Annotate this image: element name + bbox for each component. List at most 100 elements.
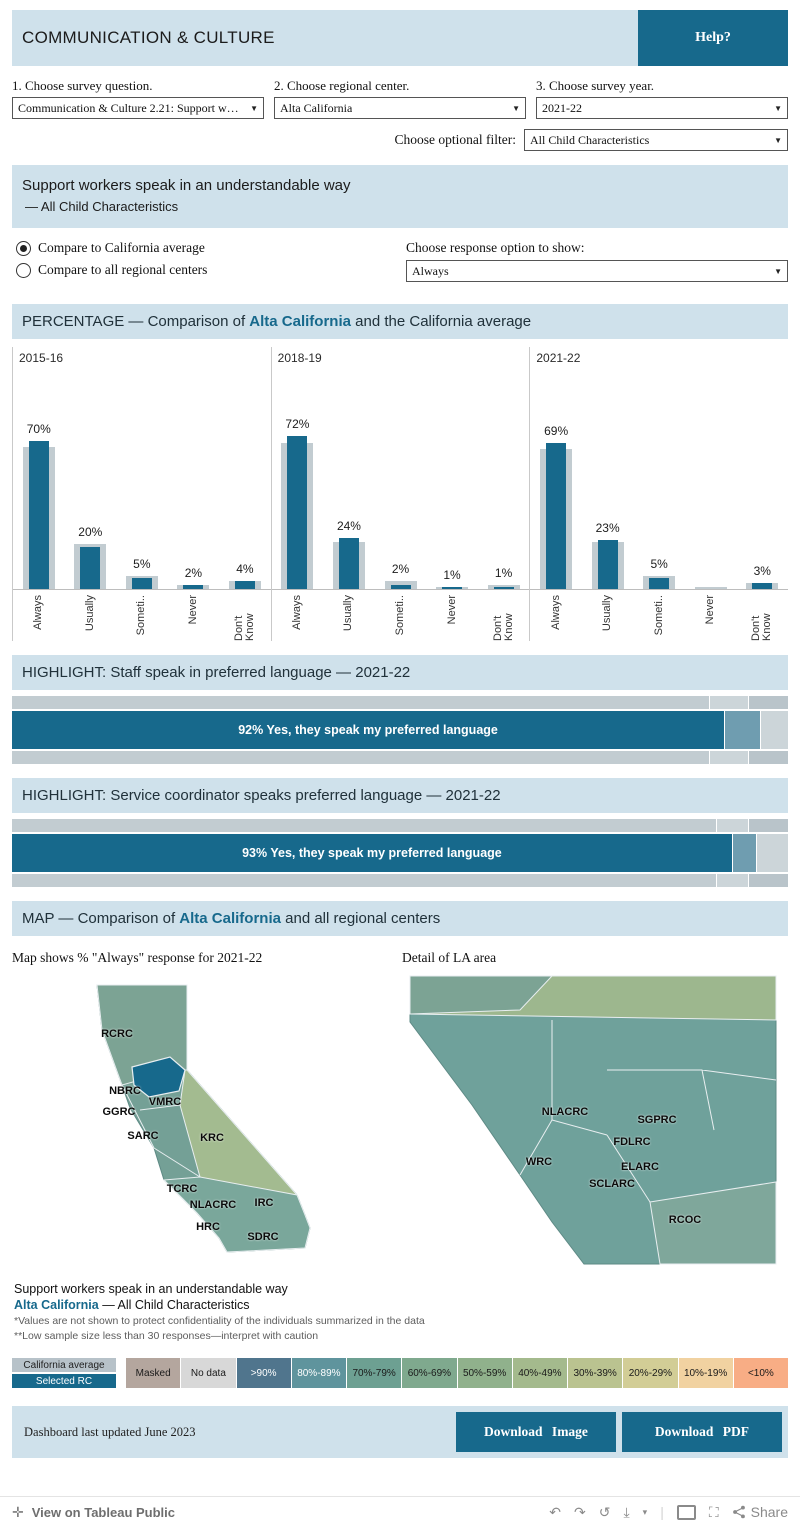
- selected-rc-bar[interactable]: [80, 546, 101, 589]
- map-label-nbrc[interactable]: NBRC: [109, 1085, 141, 1097]
- bar-group[interactable]: 24%: [323, 373, 375, 589]
- bar-group[interactable]: 2%: [168, 373, 220, 589]
- map-label-nlacrc[interactable]: NLACRC: [541, 1106, 589, 1118]
- response-option-select[interactable]: Always ▼: [406, 260, 788, 282]
- map-label-krc[interactable]: KRC: [200, 1132, 224, 1144]
- selected-rc-bar[interactable]: [28, 440, 49, 589]
- bar-value-label: 5%: [133, 557, 151, 572]
- bar-group[interactable]: 5%: [116, 373, 168, 589]
- fullscreen-icon[interactable]: ⛶: [708, 1503, 719, 1520]
- chart-year-group: 2015-16 70% 20% 5% 2% 4% Always Usually Someti..…: [12, 347, 271, 641]
- map-label-sdrc[interactable]: SDRC: [247, 1231, 279, 1243]
- map-label-vmrc[interactable]: VMRC: [148, 1096, 182, 1108]
- replay-icon[interactable]: ↺: [598, 1503, 611, 1520]
- ca-average-bar[interactable]: [487, 584, 520, 589]
- bar-segment[interactable]: [12, 696, 709, 709]
- selected-rc-bar[interactable]: [287, 436, 308, 589]
- download-icon[interactable]: ⤓: [623, 1503, 630, 1520]
- radio-compare-all-regional-centers[interactable]: Compare to all regional centers: [16, 262, 406, 278]
- radio-compare-california-average[interactable]: Compare to California average: [16, 240, 406, 256]
- bar-segment[interactable]: [717, 819, 749, 832]
- footnote-rc-name: Alta California: [14, 1298, 99, 1312]
- bar-segment[interactable]: [12, 874, 717, 887]
- download-image-button[interactable]: Download Image: [456, 1412, 616, 1452]
- map-label-sclarc[interactable]: SCLARC: [589, 1178, 635, 1190]
- share-button[interactable]: Share: [732, 1504, 788, 1520]
- bar-segment[interactable]: [760, 711, 788, 749]
- selected-rc-bar[interactable]: [183, 584, 204, 589]
- map-label-rcrc[interactable]: RCRC: [101, 1028, 133, 1040]
- bar-segment[interactable]: [725, 711, 760, 749]
- regional-center-select[interactable]: Alta California ▼: [274, 97, 526, 119]
- bar-segment[interactable]: [12, 751, 709, 764]
- map-label-irc[interactable]: IRC: [254, 1197, 274, 1209]
- map-section-title: MAP — Comparison of Alta California and …: [12, 901, 788, 936]
- selected-rc-bar[interactable]: [131, 578, 152, 589]
- help-button[interactable]: Help?: [638, 10, 788, 66]
- bar-segment[interactable]: [749, 819, 788, 832]
- map-label-sgprc[interactable]: SGPRC: [637, 1114, 677, 1126]
- selected-rc-bar[interactable]: [752, 582, 773, 589]
- bar-group[interactable]: 69%: [530, 373, 582, 589]
- map-label-fdlrc[interactable]: FDLRC: [613, 1136, 651, 1148]
- tableau-footer: ✛ View on Tableau Public ↶ ↷ ↺ ⤓ ▾ | ⛶ S…: [0, 1496, 800, 1527]
- bar-group[interactable]: 1%: [478, 373, 530, 589]
- bar-group[interactable]: 70%: [13, 373, 65, 589]
- ca-average-bar[interactable]: [694, 586, 727, 589]
- footnote-question: Support workers speak in an understandab…: [14, 1282, 288, 1296]
- bar-group[interactable]: 1%: [426, 373, 478, 589]
- bar-segment[interactable]: [709, 751, 749, 764]
- bar-group[interactable]: 3%: [736, 373, 788, 589]
- bar-segment[interactable]: [732, 834, 757, 872]
- survey-question-select[interactable]: Communication & Culture 2.21: Support wo…: [12, 97, 264, 119]
- map-label-nlacrc[interactable]: NLACRC: [189, 1199, 237, 1211]
- bar-group[interactable]: 4%: [219, 373, 271, 589]
- bar-value-label: 23%: [595, 521, 620, 536]
- category-axis-label: Someti..: [135, 595, 148, 636]
- selected-rc-bar[interactable]: [442, 586, 463, 589]
- bar-group[interactable]: [685, 373, 737, 589]
- legend-swatch-30-39-: 30%-39%: [568, 1358, 623, 1388]
- bar-segment[interactable]: [709, 696, 749, 709]
- bar-segment[interactable]: 92% Yes, they speak my preferred languag…: [12, 711, 725, 749]
- view-on-tableau-link[interactable]: View on Tableau Public: [31, 1504, 176, 1520]
- selected-rc-bar[interactable]: [546, 442, 567, 589]
- optional-filter-select[interactable]: All Child Characteristics ▼: [524, 129, 788, 151]
- bar-group[interactable]: 72%: [272, 373, 324, 589]
- map-label-hrc[interactable]: HRC: [196, 1221, 220, 1233]
- selected-rc-bar[interactable]: [390, 584, 411, 589]
- selected-rc-bar[interactable]: [493, 586, 514, 589]
- bar-segment[interactable]: [12, 819, 717, 832]
- bar-segment[interactable]: [749, 696, 789, 709]
- la-detail-map[interactable]: NLACRC SGPRC FDLRC WRC ELARC SCLARC RCOC: [402, 970, 786, 1270]
- selected-rc-bar[interactable]: [338, 538, 359, 589]
- bar-group[interactable]: 2%: [375, 373, 427, 589]
- caret-down-icon[interactable]: ▾: [642, 1506, 648, 1517]
- map-label-wrc[interactable]: WRC: [525, 1156, 553, 1168]
- map-label-tcrc[interactable]: TCRC: [166, 1183, 198, 1195]
- map-label-ggrc[interactable]: GGRC: [102, 1106, 136, 1118]
- california-map[interactable]: RCRC NBRC VMRC GGRC SARC KRC TCRC NLACRC IRC HRC S…: [12, 970, 384, 1270]
- bar-segment[interactable]: [749, 751, 789, 764]
- map-label-elarc[interactable]: ELARC: [621, 1161, 659, 1173]
- bar-group[interactable]: 23%: [582, 373, 634, 589]
- chart-year-label: 2021-22: [536, 351, 581, 365]
- undo-icon[interactable]: ↶: [549, 1503, 561, 1520]
- bar-segment[interactable]: 93% Yes, they speak my preferred languag…: [12, 834, 732, 872]
- device-layout-icon[interactable]: [676, 1504, 696, 1520]
- map-label-rcoc[interactable]: RCOC: [668, 1214, 702, 1226]
- bar-group[interactable]: 20%: [65, 373, 117, 589]
- map-label-sarc[interactable]: SARC: [127, 1130, 159, 1142]
- bar-segment[interactable]: [757, 834, 788, 872]
- selected-rc-bar[interactable]: [234, 580, 255, 589]
- bar-group[interactable]: 5%: [633, 373, 685, 589]
- redo-icon[interactable]: ↷: [573, 1503, 586, 1520]
- download-pdf-button[interactable]: Download PDF: [622, 1412, 782, 1452]
- selected-rc-bar[interactable]: [597, 540, 618, 589]
- response-option-label: Choose response option to show:: [406, 240, 585, 255]
- title-highlight: Alta California: [249, 313, 351, 330]
- bar-segment[interactable]: [717, 874, 749, 887]
- bar-segment[interactable]: [749, 874, 788, 887]
- survey-year-select[interactable]: 2021-22 ▼: [536, 97, 788, 119]
- selected-rc-bar[interactable]: [649, 578, 670, 589]
